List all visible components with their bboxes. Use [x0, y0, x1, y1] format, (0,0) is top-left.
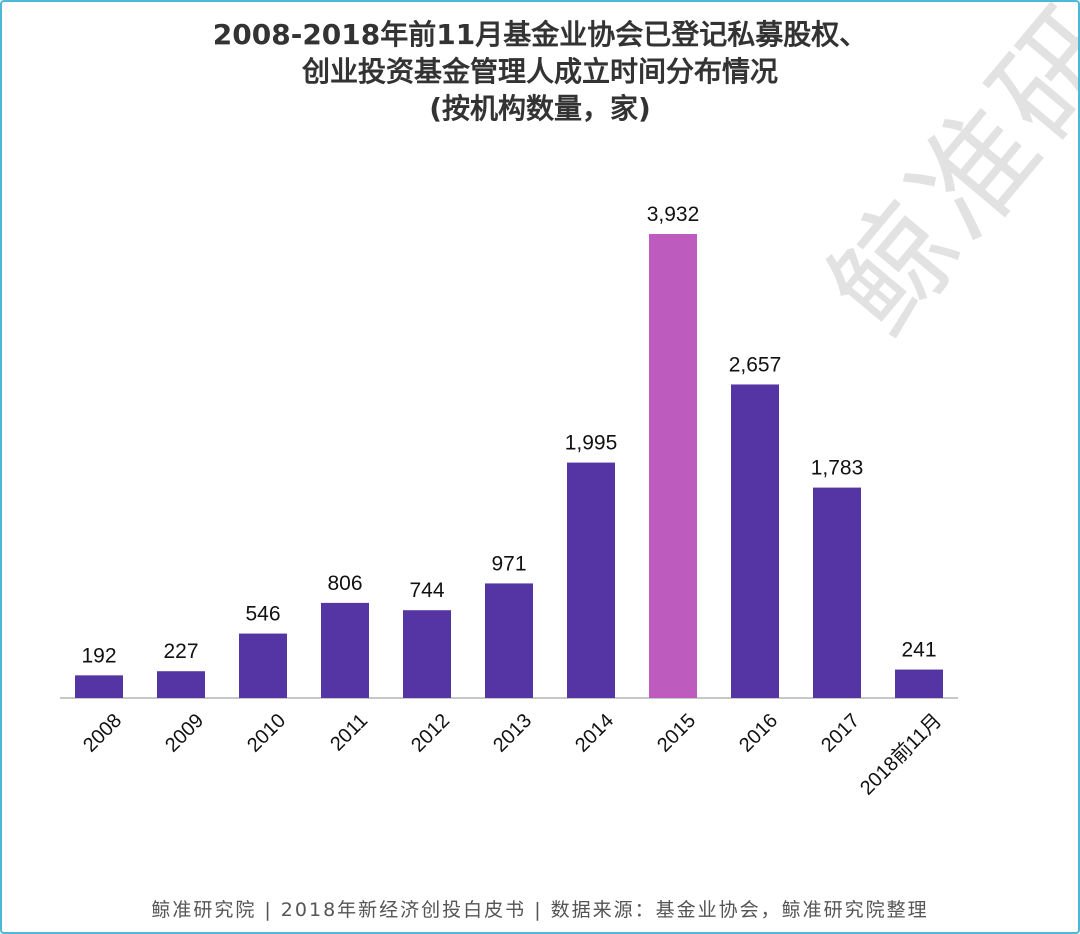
- bar-1: [157, 671, 205, 698]
- chart-title-line-3: (按机构数量，家): [429, 92, 651, 125]
- bar-3: [321, 602, 369, 698]
- bar-10: [895, 669, 943, 698]
- bar-7: [649, 234, 697, 698]
- source-footer: 鲸准研究院 | 2018年新经济创投白皮书 | 数据来源：基金业协会，鲸准研究院…: [151, 899, 929, 921]
- data-label-8: 2,657: [729, 353, 782, 376]
- x-tick-label-4: 2012: [407, 710, 454, 757]
- data-label-4: 744: [409, 579, 444, 602]
- bar-4: [403, 610, 451, 698]
- bar-0: [75, 675, 123, 698]
- data-label-9: 1,783: [811, 457, 864, 480]
- x-tick-label-5: 2013: [489, 710, 536, 757]
- bar-6: [567, 462, 615, 698]
- x-tick-label-7: 2015: [653, 710, 700, 757]
- data-label-7: 3,932: [647, 203, 700, 226]
- x-tick-label-0: 2008: [79, 710, 126, 757]
- x-tick-label-10: 2018前11月: [855, 709, 946, 800]
- bar-9: [813, 487, 861, 698]
- data-label-10: 241: [901, 639, 936, 662]
- x-tick-label-6: 2014: [571, 710, 618, 757]
- x-tick-label-9: 2017: [817, 710, 864, 757]
- chart-title: 2008-2018年前11月基金业协会已登记私募股权、 创业投资基金管理人成立时…: [2, 16, 1078, 127]
- bar-2: [239, 633, 287, 698]
- data-label-3: 806: [327, 572, 362, 595]
- data-label-6: 1,995: [565, 432, 618, 455]
- data-label-2: 546: [245, 603, 280, 626]
- x-tick-label-2: 2010: [243, 710, 290, 757]
- x-tick-label-8: 2016: [735, 710, 782, 757]
- data-label-0: 192: [81, 644, 116, 667]
- x-tick-label-3: 2011: [326, 710, 372, 756]
- bar-8: [731, 384, 779, 698]
- x-tick-label-1: 2009: [161, 710, 208, 757]
- data-label-5: 971: [491, 552, 526, 575]
- chart-title-line-2: 创业投资基金管理人成立时间分布情况: [301, 55, 778, 88]
- chart-title-line-1: 2008-2018年前11月基金业协会已登记私募股权、: [212, 18, 868, 51]
- bar-chart: 192 2008 227 2009 546 2010 806 2011 744 2012 971 20…: [60, 203, 958, 800]
- bar-5: [485, 583, 533, 698]
- data-label-1: 227: [163, 640, 198, 663]
